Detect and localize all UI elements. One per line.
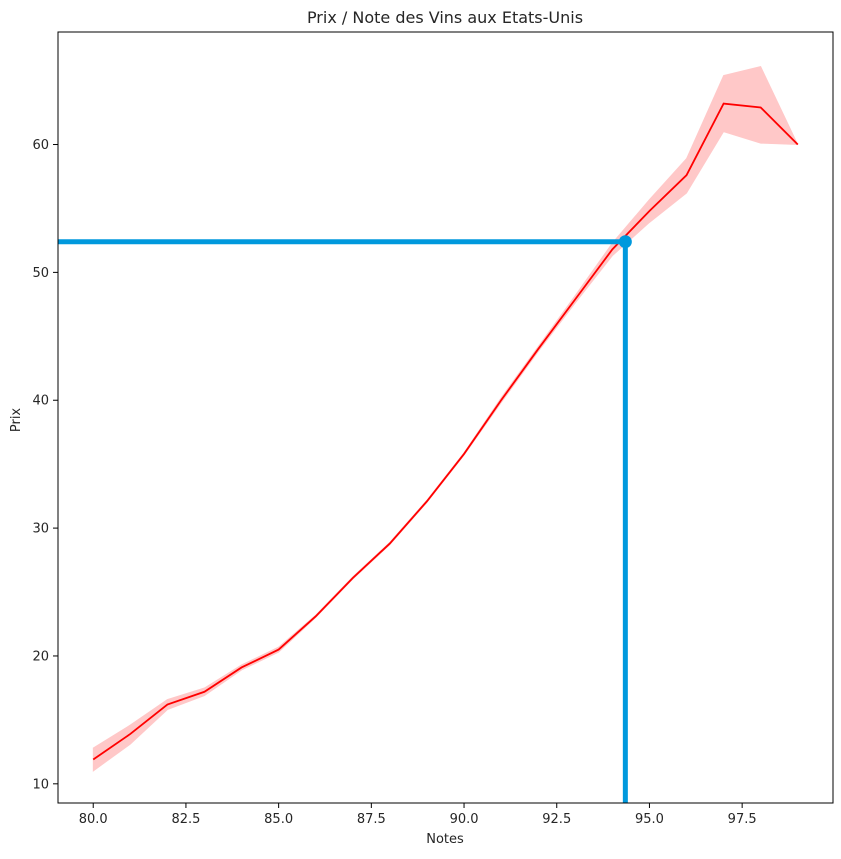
x-tick-label: 92.5 — [542, 812, 571, 827]
y-tick-label: 50 — [32, 266, 49, 281]
y-tick-label: 30 — [32, 522, 49, 537]
y-tick-label: 60 — [32, 138, 49, 153]
y-tick-label: 40 — [32, 394, 49, 409]
chart-title: Prix / Note des Vins aux Etats-Unis — [307, 8, 583, 27]
x-tick-label: 80.0 — [79, 812, 108, 827]
x-tick-label: 97.5 — [728, 812, 757, 827]
x-tick-label: 90.0 — [450, 812, 479, 827]
x-tick-label: 87.5 — [357, 812, 386, 827]
x-tick-label: 85.0 — [264, 812, 293, 827]
y-tick-label: 20 — [32, 649, 49, 664]
y-axis-label: Prix — [9, 408, 24, 433]
x-axis-label: Notes — [426, 832, 464, 847]
x-tick-label: 95.0 — [635, 812, 664, 827]
y-tick-label: 10 — [32, 777, 49, 792]
axes-frame — [57, 31, 834, 804]
plot-area — [92, 66, 799, 772]
confidence-band — [92, 66, 799, 772]
series-line — [92, 102, 799, 761]
marker-point — [618, 235, 632, 249]
x-tick-label: 82.5 — [171, 812, 200, 827]
